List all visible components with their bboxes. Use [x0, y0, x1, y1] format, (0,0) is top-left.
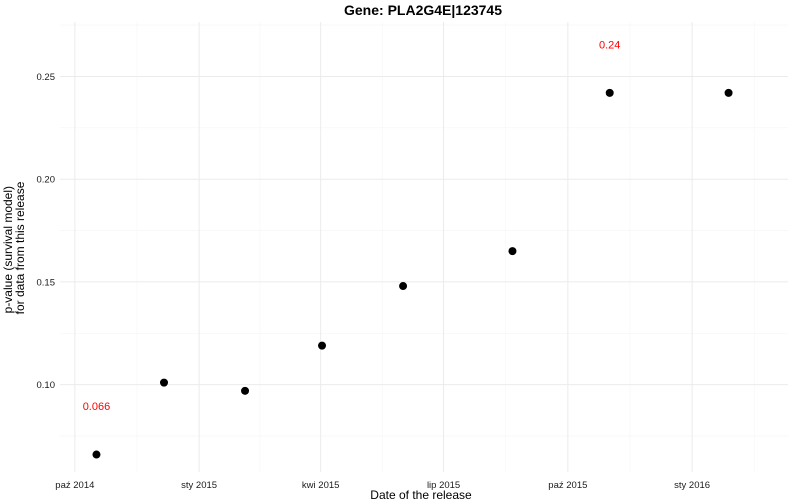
- y-tick-label: 0.20: [37, 175, 56, 186]
- y-tick-label: 0.10: [37, 380, 56, 391]
- x-tick-label: sty 2016: [674, 480, 710, 491]
- data-point: [318, 341, 327, 350]
- data-point: [605, 88, 614, 97]
- annotations: 0.066 0.24: [83, 40, 621, 414]
- y-tick-label: 0.25: [37, 72, 56, 83]
- x-tick-label: sty 2015: [181, 480, 217, 491]
- annotation-label: 0.066: [83, 401, 111, 413]
- chart-title: Gene: PLA2G4E|123745: [344, 2, 502, 18]
- x-tick-label: kwi 2015: [302, 480, 340, 491]
- y-axis-ticks: 0.10 0.15 0.20 0.25: [37, 72, 56, 391]
- x-tick-label: paź 2015: [548, 480, 587, 491]
- data-points: [92, 88, 733, 459]
- y-axis-label-line-1: p-value (survival model): [1, 186, 15, 313]
- y-tick-label: 0.15: [37, 277, 56, 288]
- data-point: [724, 88, 733, 97]
- data-point: [399, 282, 408, 291]
- x-tick-label: paź 2014: [55, 480, 94, 491]
- x-tick-label: lip 2015: [427, 480, 460, 491]
- data-point: [92, 450, 101, 459]
- y-axis-label-line-2: for data from this release: [13, 181, 27, 314]
- data-point: [160, 378, 168, 387]
- x-axis-ticks: paź 2014 sty 2015 kwi 2015 lip 2015 paź 2015…: [55, 480, 710, 491]
- annotation-label: 0.24: [599, 40, 620, 52]
- data-point: [508, 247, 517, 256]
- x-axis-label: Date of the release: [370, 488, 472, 502]
- grid: [60, 22, 788, 472]
- y-axis-label: p-value (survival model) for data from t…: [1, 181, 27, 314]
- data-point: [241, 386, 250, 395]
